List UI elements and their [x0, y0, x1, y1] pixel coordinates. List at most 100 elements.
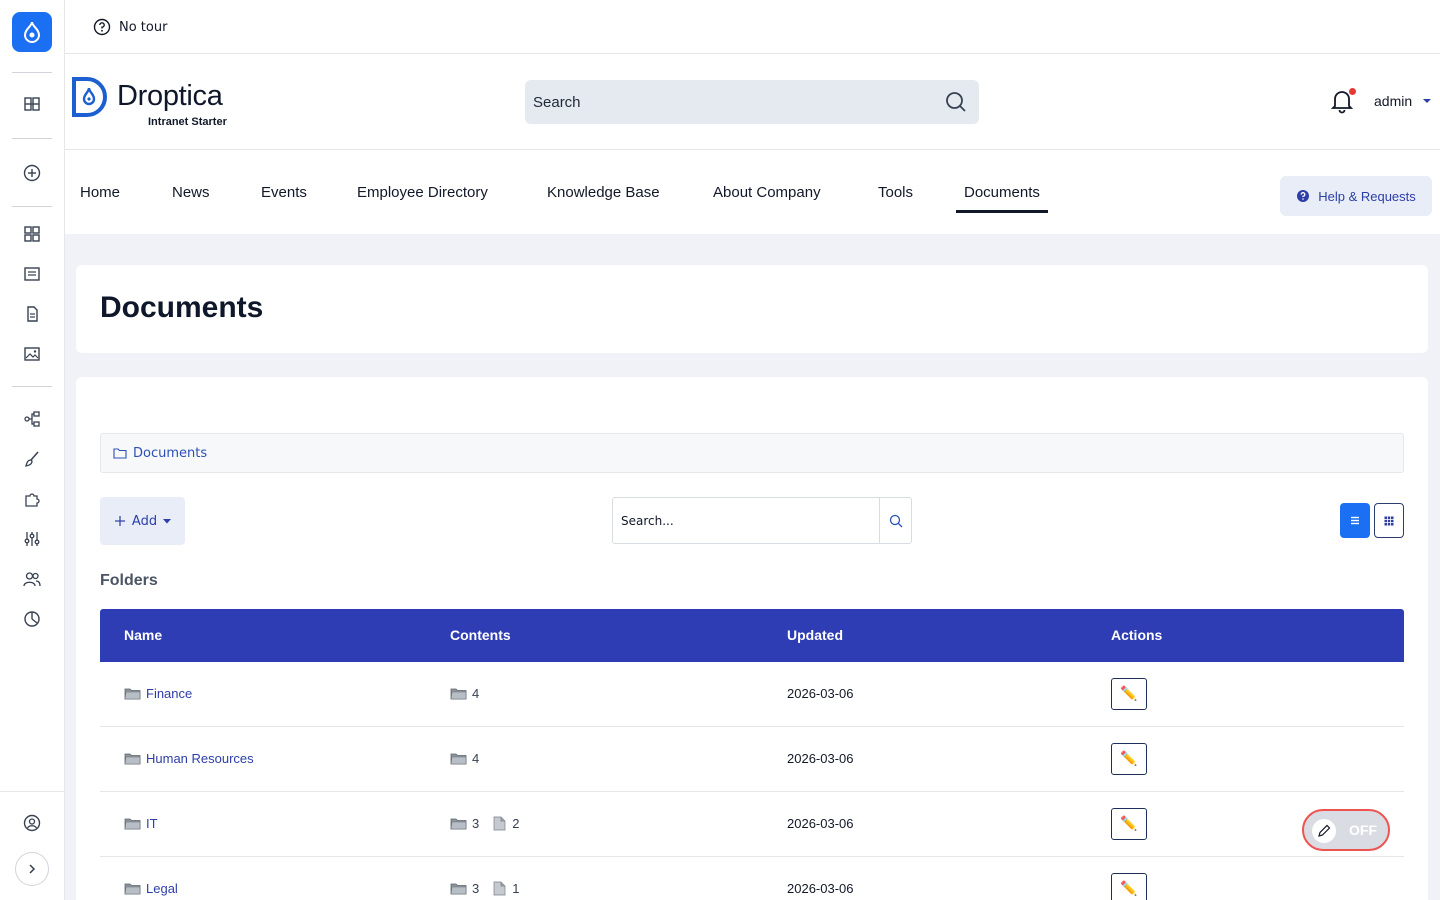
edit-folder-button[interactable]: ✏️ — [1111, 743, 1147, 775]
grid-view-toggle[interactable] — [1374, 503, 1404, 538]
notifications-button[interactable] — [1330, 88, 1356, 114]
table-row: Human Resources 4 2026-03-06 ✏️ — [100, 727, 1404, 792]
file-count: 2 — [512, 816, 520, 831]
folder-link[interactable]: Legal — [146, 881, 178, 896]
documents-search-box — [612, 497, 912, 544]
structure-icon[interactable] — [20, 407, 44, 431]
create-icon[interactable] — [20, 161, 44, 185]
people-icon[interactable] — [20, 567, 44, 591]
page-title-card: Documents — [76, 265, 1428, 353]
help-circle-icon — [1297, 190, 1310, 202]
nav-about-company[interactable]: About Company — [713, 184, 821, 201]
plus-icon — [114, 516, 125, 526]
subfolder-count: 4 — [472, 686, 480, 701]
pencil-icon: ✏️ — [1120, 881, 1138, 897]
appearance-brush-icon[interactable] — [20, 447, 44, 471]
subfolder-count-icon — [450, 753, 467, 765]
configuration-sliders-icon[interactable] — [20, 527, 44, 551]
folder-link[interactable]: Human Resources — [146, 751, 254, 766]
column-contents: Contents — [450, 627, 511, 643]
documents-search-button[interactable] — [879, 498, 911, 543]
column-updated[interactable]: Updated — [787, 627, 843, 643]
toolbar-divider — [12, 72, 52, 73]
list-view-toggle[interactable] — [1340, 503, 1370, 538]
nav-news[interactable]: News — [172, 184, 210, 201]
main-navigation: Home News Events Employee Directory Know… — [65, 150, 1440, 234]
brand-name: Droptica — [117, 80, 223, 112]
brand-subtitle: Intranet Starter — [148, 116, 227, 128]
help-requests-label: Help & Requests — [1318, 188, 1416, 204]
drupal-drop-icon — [23, 21, 41, 43]
search-icon[interactable] — [945, 91, 967, 113]
content-icon[interactable] — [20, 262, 44, 286]
edit-folder-button[interactable]: ✏️ — [1111, 808, 1147, 840]
toggle-label: OFF — [1349, 822, 1377, 838]
folder-link[interactable]: Finance — [146, 686, 193, 701]
reports-chart-icon[interactable] — [20, 607, 44, 631]
user-menu[interactable]: admin — [1374, 93, 1432, 109]
contents-cell: 4 — [450, 751, 487, 766]
caret-down-icon — [163, 518, 172, 523]
file-count-icon — [493, 816, 506, 831]
nav-tools[interactable]: Tools — [878, 184, 914, 201]
edit-mode-toggle[interactable]: OFF — [1302, 809, 1390, 851]
documents-card: Documents Add Folders Name Contents Upda… — [76, 377, 1428, 900]
toolbar-divider — [12, 386, 52, 387]
folder-outline-icon — [113, 448, 127, 459]
folder-name-cell: Finance — [124, 686, 192, 701]
notification-badge — [1349, 88, 1356, 95]
nav-events[interactable]: Events — [261, 184, 307, 201]
file-count: 1 — [512, 881, 520, 896]
help-requests-button[interactable]: Help & Requests — [1280, 176, 1432, 216]
updated-cell: 2026-03-06 — [787, 751, 854, 766]
column-name[interactable]: Name — [124, 627, 163, 643]
pencil-icon: ✏️ — [1120, 816, 1138, 832]
documents-search-input[interactable] — [613, 498, 879, 543]
breadcrumb-documents-link[interactable]: Documents — [133, 445, 208, 461]
subfolder-count-icon — [450, 688, 467, 700]
contents-cell: 3 1 — [450, 881, 527, 896]
tour-bar: No tour — [65, 0, 1440, 54]
site-search-input[interactable] — [533, 93, 913, 111]
updated-date: 2026-03-06 — [787, 751, 854, 766]
site-search-box — [525, 80, 979, 124]
user-name: admin — [1374, 93, 1413, 109]
no-tour-button[interactable]: No tour — [93, 18, 167, 36]
updated-date: 2026-03-06 — [787, 881, 854, 896]
toolbar-divider — [0, 791, 65, 792]
subfolder-count-icon — [450, 883, 467, 895]
edit-folder-button[interactable]: ✏️ — [1111, 873, 1147, 900]
folder-name-cell: Legal — [124, 881, 178, 896]
column-actions: Actions — [1111, 627, 1163, 643]
subfolder-count: 3 — [472, 816, 480, 831]
expand-toolbar-button[interactable] — [15, 852, 49, 886]
shortcuts-icon[interactable] — [20, 92, 44, 116]
table-row: Finance 4 2026-03-06 ✏️ — [100, 662, 1404, 727]
contents-cell: 3 2 — [450, 816, 527, 831]
nav-knowledge-base[interactable]: Knowledge Base — [547, 184, 660, 201]
pencil-outline-icon — [1318, 824, 1331, 837]
nav-employee-directory[interactable]: Employee Directory — [357, 184, 488, 201]
extend-puzzle-icon[interactable] — [20, 487, 44, 511]
edit-folder-button[interactable]: ✏️ — [1111, 678, 1147, 710]
media-icon[interactable] — [20, 342, 44, 366]
dashboard-icon[interactable] — [20, 222, 44, 246]
nav-documents[interactable]: Documents — [956, 184, 1048, 213]
folder-link[interactable]: IT — [146, 816, 158, 831]
contents-cell: 4 — [450, 686, 487, 701]
toolbar-divider — [12, 138, 52, 139]
site-logo[interactable]: Droptica Intranet Starter — [71, 76, 227, 128]
subfolder-count: 3 — [472, 881, 480, 896]
table-row: IT 3 2 2026-03-06 ✏️ — [100, 792, 1404, 857]
folders-heading: Folders — [100, 572, 158, 589]
updated-cell: 2026-03-06 — [787, 881, 854, 896]
site-header: Droptica Intranet Starter admin — [65, 54, 1440, 150]
files-icon[interactable] — [20, 302, 44, 326]
drupal-logo-button[interactable] — [12, 12, 52, 52]
help-circle-icon — [93, 18, 111, 36]
nav-home[interactable]: Home — [80, 184, 121, 201]
user-account-icon[interactable] — [20, 811, 44, 835]
page-title: Documents — [100, 291, 264, 324]
toggle-knob — [1312, 819, 1336, 843]
add-button[interactable]: Add — [100, 497, 185, 545]
